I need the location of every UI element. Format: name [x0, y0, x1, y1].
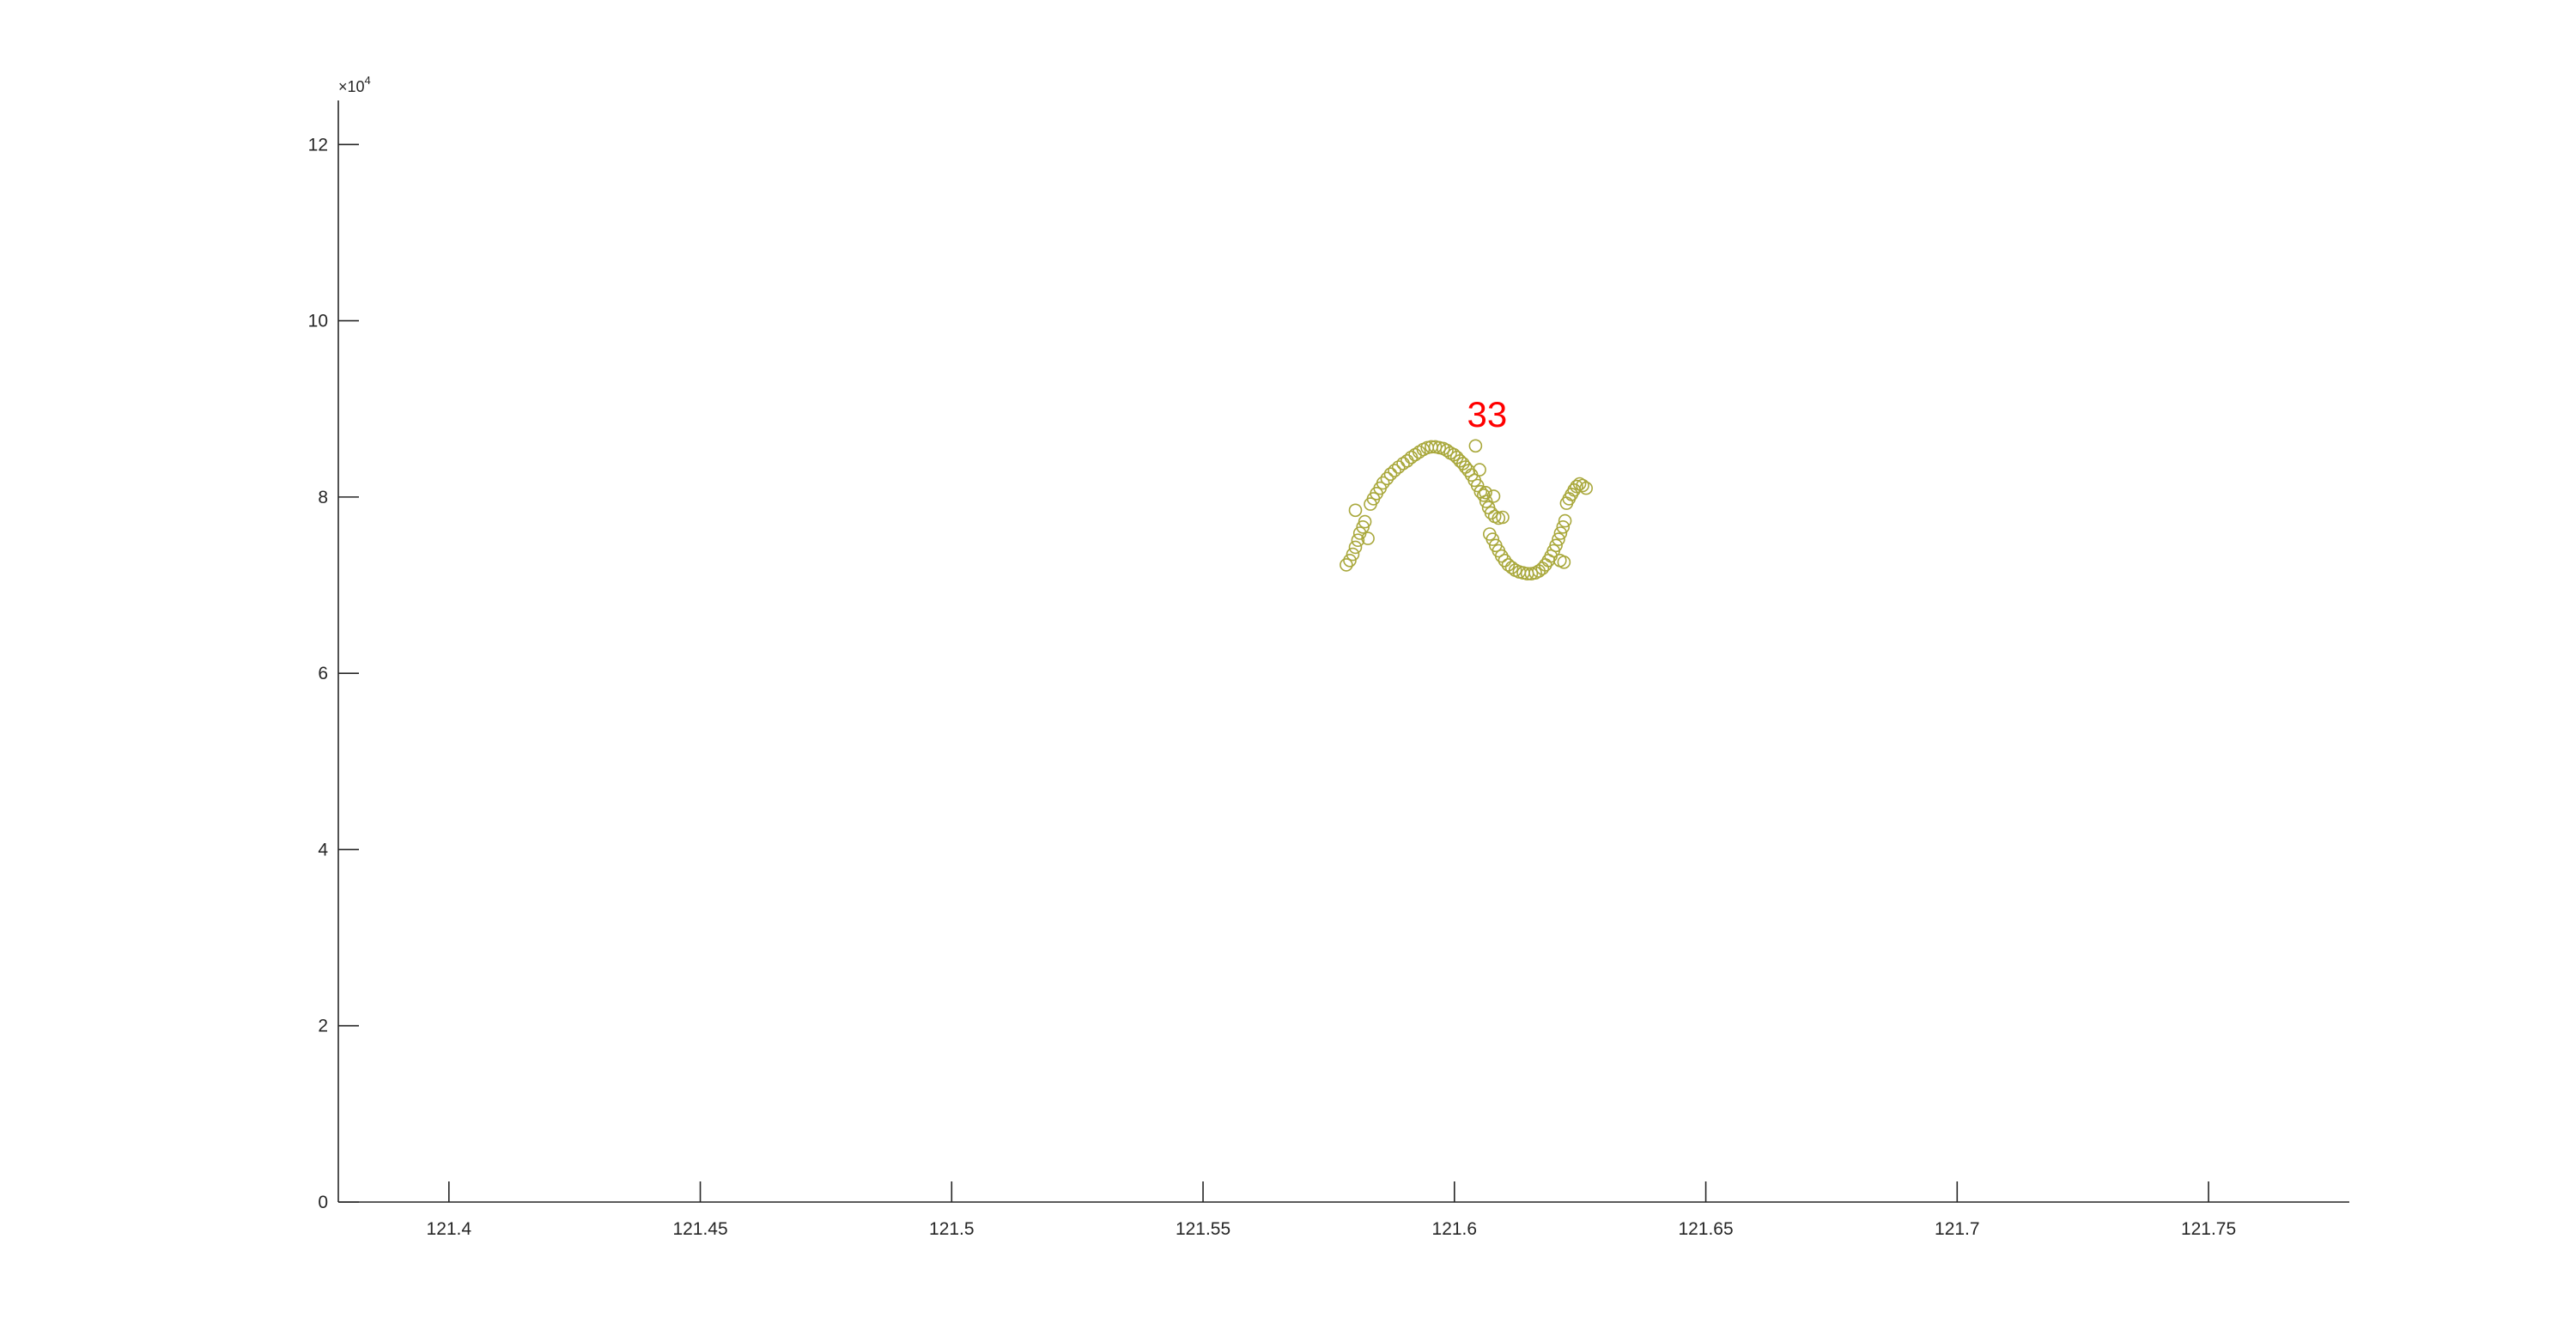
scatter-point [1560, 497, 1572, 509]
x-tick-label: 121.75 [2181, 1219, 2236, 1239]
y-tick-label: 0 [318, 1193, 328, 1212]
y-axis-exponent-power: 4 [365, 74, 371, 87]
y-axis-exponent: ×104 [338, 74, 371, 95]
scatter-point [1536, 562, 1548, 574]
scatter-point [1350, 504, 1362, 516]
x-tick-label: 121.6 [1432, 1219, 1478, 1239]
annotations: 33 [1467, 394, 1508, 434]
y-tick-label: 6 [318, 664, 328, 683]
y-ticks: 0 2 4 6 8 10 12 [308, 135, 359, 1212]
annotation-label: 33 [1467, 394, 1508, 434]
scatter-point [1558, 556, 1570, 568]
x-tick-label: 121.4 [427, 1219, 472, 1239]
scatter-points [1340, 440, 1592, 580]
scatter-point [1469, 440, 1481, 452]
x-tick-label: 121.55 [1176, 1219, 1230, 1239]
x-tick-label: 121.65 [1678, 1219, 1733, 1239]
y-tick-label: 12 [308, 135, 328, 155]
scatter-point [1563, 493, 1575, 505]
x-tick-label: 121.7 [1935, 1219, 1980, 1239]
y-tick-label: 4 [318, 840, 328, 859]
x-tick-label: 121.5 [929, 1219, 975, 1239]
x-ticks: 121.4 121.45 121.5 121.55 121.6 121.65 121.7 12… [427, 1181, 2237, 1239]
y-tick-label: 2 [318, 1017, 328, 1036]
axes [338, 100, 2349, 1202]
y-tick-label: 10 [308, 312, 328, 331]
scatter-point [1350, 541, 1362, 553]
y-tick-label: 8 [318, 488, 328, 507]
x-tick-label: 121.45 [672, 1219, 727, 1239]
y-axis-exponent-base: ×10 [338, 78, 365, 95]
